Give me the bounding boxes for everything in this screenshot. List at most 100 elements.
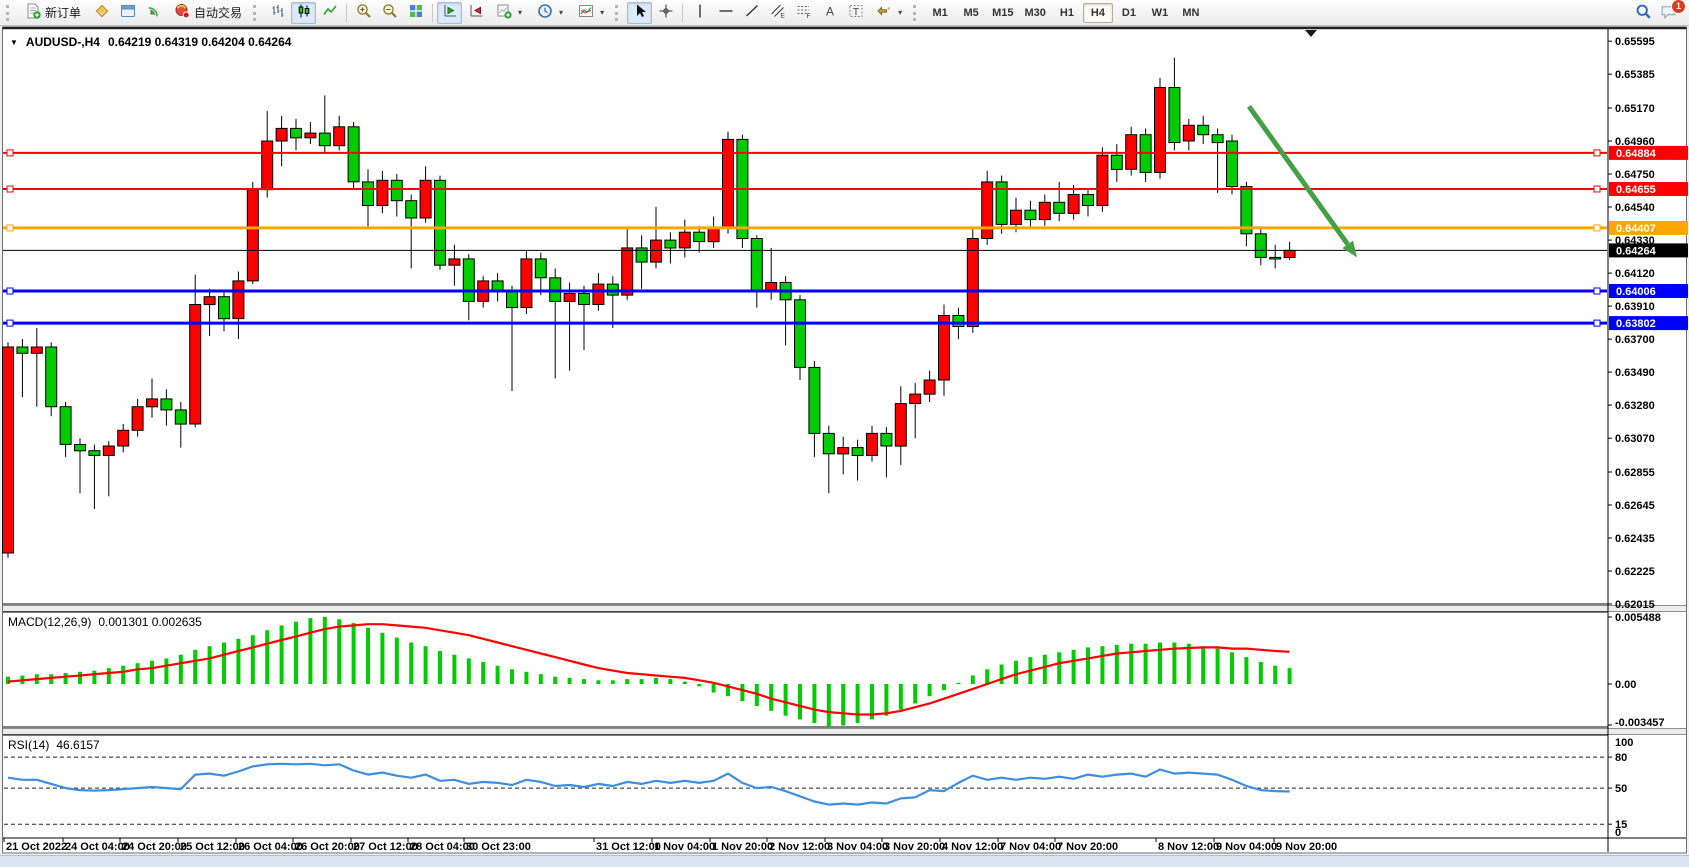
svg-text:0.64264: 0.64264 [1616,245,1657,257]
macd-name: MACD(12,26,9) [8,615,92,629]
shift-marker-icon[interactable] [1305,30,1317,37]
svg-text:0.64540: 0.64540 [1615,202,1655,214]
toolbar-grip [615,4,623,21]
zoom-in-icon [356,3,372,22]
horizontal-line-0.64655[interactable]: 0.64655 [3,182,1688,196]
svg-text:9 Nov 04:00: 9 Nov 04:00 [1216,841,1277,853]
new-order-label: 新订单 [45,6,82,20]
svg-text:-0.003457: -0.003457 [1615,717,1665,729]
auto-scroll-icon [468,3,484,22]
text-label-button[interactable]: T [843,2,868,24]
auto-scroll-button[interactable] [463,2,488,24]
zoom-in-button[interactable] [351,2,376,24]
horizontal-line-0.63802[interactable]: 0.63802 [3,316,1688,331]
svg-text:80: 80 [1615,752,1627,764]
svg-text:30 Oct 23:00: 30 Oct 23:00 [466,841,531,853]
svg-text:2 Nov 12:00: 2 Nov 12:00 [769,841,830,853]
templates-dropdown[interactable]: ▾ [571,2,611,24]
svg-text:0.64960: 0.64960 [1615,136,1655,148]
panel-splitter[interactable] [3,728,1686,735]
svg-text:7 Nov 20:00: 7 Nov 20:00 [1057,841,1118,853]
svg-text:0.64750: 0.64750 [1615,169,1655,181]
chevron-down-icon: ▾ [559,8,564,17]
chart-title: ▼ AUDUSD-,H4 0.64219 0.64319 0.64204 0.6… [10,35,291,49]
channel-icon: E [770,3,786,22]
terminal-window-button[interactable] [115,2,140,24]
timeframe-h4[interactable]: H4 [1082,2,1113,23]
crosshair-icon [658,3,674,22]
chevron-down-icon: ▾ [600,8,605,17]
chart-shift-button[interactable] [437,1,463,24]
macd-histogram [6,616,1292,727]
ohlc-values: 0.64219 0.64319 0.64204 0.64264 [107,35,292,49]
crosshair-button[interactable] [653,2,678,24]
svg-text:0.64655: 0.64655 [1616,184,1656,196]
svg-text:26 Oct 04:00: 26 Oct 04:00 [238,841,303,853]
svg-text:0.65170: 0.65170 [1615,103,1655,115]
line-chart-button[interactable] [317,2,342,24]
svg-text:0.62645: 0.62645 [1615,500,1655,512]
text-a-icon: A [822,3,838,22]
auto-trading-button[interactable]: 自动交易 [167,2,249,24]
equidistant-channel-button[interactable]: E [765,2,790,24]
terminal-window-icon [120,3,136,22]
timeframe-mn[interactable]: MN [1176,3,1206,23]
vertical-line-button[interactable] [687,2,712,24]
svg-text:7 Nov 04:00: 7 Nov 04:00 [1000,841,1061,853]
periods-clock-dropdown[interactable]: ▾ [530,2,570,24]
one-click-caret-icon[interactable]: ▼ [10,37,18,47]
timeframe-m5[interactable]: M5 [956,3,986,23]
timeframe-m15[interactable]: M15 [987,3,1018,23]
panel-splitter[interactable] [3,605,1686,612]
chevron-down-icon: ▾ [518,8,523,17]
arrows-dropdown[interactable]: ▾ [869,2,909,24]
timeframe-m30[interactable]: M30 [1020,3,1051,23]
candlestick-icon [296,3,312,22]
horizontal-line-button[interactable] [713,2,738,24]
svg-text:26 Oct 20:00: 26 Oct 20:00 [295,841,360,853]
rsi-name: RSI(14) [8,738,50,752]
horizontal-line-0.64407[interactable]: 0.64407 [3,220,1688,235]
bar-chart-button[interactable] [265,2,290,24]
timeframe-d1[interactable]: D1 [1114,3,1144,23]
tile-windows-icon [408,3,424,22]
svg-text:0: 0 [1615,827,1621,839]
status-strip [0,855,1689,867]
svg-text:0.64006: 0.64006 [1616,286,1656,298]
new-order-icon [25,3,41,22]
horizontal-line-0.64264[interactable]: 0.64264 [3,243,1688,258]
signals-button[interactable] [141,2,166,24]
svg-text:50: 50 [1615,783,1627,795]
trend-arrow[interactable] [1246,104,1357,258]
timeframe-m1[interactable]: M1 [925,3,955,23]
tile-windows-button[interactable] [403,2,428,24]
candlestick-button[interactable] [291,1,317,24]
svg-text:1 Nov 04:00: 1 Nov 04:00 [654,841,715,853]
horizontal-line-0.64884[interactable]: 0.64884 [3,145,1688,160]
chat-notifications-button[interactable]: 1 [1656,0,1686,24]
timeframe-h1[interactable]: H1 [1052,3,1082,23]
svg-text:0.62015: 0.62015 [1615,599,1655,611]
timeframe-w1[interactable]: W1 [1145,3,1175,23]
new-order-button[interactable]: 新订单 [18,2,88,24]
search-icon [1635,3,1652,23]
cursor-button[interactable] [627,1,653,24]
fibonacci-button[interactable]: F [791,2,816,24]
zoom-out-button[interactable] [377,2,402,24]
toolbar-grip [913,4,921,21]
svg-text:24 Oct 20:00: 24 Oct 20:00 [122,841,187,853]
svg-text:8 Nov 12:00: 8 Nov 12:00 [1158,841,1219,853]
vertical-line-icon [692,3,708,22]
macd-indicator-label: MACD(12,26,9) 0.001301 0.002635 [8,615,202,629]
new-chart-dropdown[interactable]: ▾ [489,2,529,24]
text-button[interactable]: A [817,2,842,24]
metaeditor-button[interactable] [89,2,114,24]
svg-text:0.00: 0.00 [1615,679,1636,691]
svg-text:F: F [806,13,810,19]
search-button[interactable] [1631,2,1656,24]
trendline-button[interactable] [739,2,764,24]
horizontal-line-0.64006[interactable]: 0.64006 [3,284,1688,298]
toolbar-separator [346,3,348,22]
